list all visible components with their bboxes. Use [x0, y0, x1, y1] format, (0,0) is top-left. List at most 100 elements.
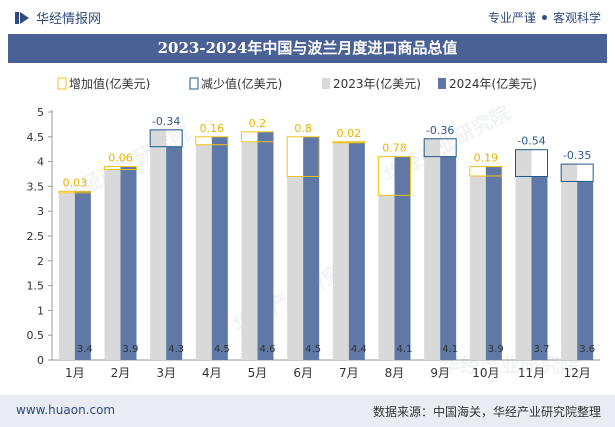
value-label-2024: 4.6	[260, 344, 276, 355]
bar-2024[interactable]	[440, 156, 457, 360]
y-tick-label: 2.5	[27, 230, 45, 243]
brand-logo-icon	[15, 11, 29, 24]
increase-box	[241, 131, 274, 143]
bar-2024[interactable]	[120, 166, 137, 360]
data-source: 数据来源：中国海关，华经产业研究院整理	[372, 405, 601, 419]
value-label-2024: 4.1	[442, 344, 458, 355]
y-tick-label: 1	[37, 304, 44, 317]
x-tick-label: 8月	[385, 366, 405, 380]
increase-box	[286, 136, 320, 177]
y-tick-label: 3	[37, 205, 44, 218]
increase-box	[104, 166, 137, 171]
legend-label[interactable]: 增加值(亿美元)	[69, 76, 150, 91]
bar-2024[interactable]	[166, 146, 183, 360]
tagline-objective: 客观科学	[552, 11, 601, 25]
brand-name: 华经情报网	[36, 12, 102, 27]
decrease-box	[515, 149, 548, 177]
x-tick-label: 4月	[202, 366, 222, 380]
y-tick-label: 1.5	[27, 280, 45, 293]
value-label-2024: 3.4	[77, 344, 93, 355]
chart-axes: 0 0.5 1 1.5 2 2.5 3 3.5 4 4.5 5	[27, 106, 600, 367]
change-label: 0.03	[63, 176, 88, 189]
change-label: 0.19	[474, 152, 499, 165]
bar-2023[interactable]	[469, 175, 486, 360]
x-tick-label: 6月	[293, 366, 313, 380]
increase-box	[378, 156, 411, 196]
change-label: -0.54	[517, 135, 545, 148]
y-tick-label: 4	[37, 156, 44, 169]
y-tick-label: 5	[37, 106, 44, 119]
x-tick-label: 7月	[339, 366, 359, 380]
chart-labels: 0.03 3.4 1月 0.06 3.9 2月 -0.34 4.3 3月 0.16 4.5 4月 0.2…	[63, 115, 596, 380]
change-label: -0.35	[563, 149, 591, 162]
legend-label[interactable]: 减少值(亿美元)	[201, 76, 282, 91]
change-label: -0.34	[152, 115, 180, 128]
bar-2024[interactable]	[531, 176, 548, 360]
value-label-2024: 3.9	[488, 344, 504, 355]
bar-2023[interactable]	[332, 142, 349, 360]
change-label: 0.16	[200, 122, 225, 135]
legend-swatch[interactable]	[57, 77, 67, 90]
bar-2023[interactable]	[195, 144, 212, 360]
change-label: 0.06	[108, 152, 133, 165]
top-bar: 华经情报网 专业严谨 客观科学	[0, 0, 615, 34]
decrease-box	[560, 163, 594, 182]
bar-2024[interactable]	[485, 166, 502, 360]
bar-2023[interactable]	[287, 176, 304, 360]
y-tick-label: 2	[37, 255, 44, 268]
y-tick-label: 4.5	[27, 131, 45, 144]
y-tick-label: 3.5	[27, 180, 45, 193]
chart-title: 2023-2024年中国与波兰月度进口商品总值	[157, 39, 458, 57]
bar-2023[interactable]	[378, 195, 395, 360]
decrease-box	[149, 129, 183, 148]
bar-2024[interactable]	[303, 136, 320, 360]
bar-2024[interactable]	[257, 131, 274, 360]
bar-2023[interactable]	[424, 138, 441, 360]
bar-2023[interactable]	[150, 129, 167, 360]
x-tick-label: 1月	[65, 366, 85, 380]
change-label: 0.78	[382, 142, 407, 155]
title-bar: 2023-2024年中国与波兰月度进口商品总值	[8, 34, 607, 63]
legend-swatch[interactable]	[189, 77, 199, 90]
legend-swatch[interactable]	[322, 78, 330, 89]
footer: www.huaon.com 数据来源：中国海关，华经产业研究院整理	[0, 395, 615, 427]
bar-2023[interactable]	[241, 141, 258, 360]
x-tick-label: 9月	[430, 366, 450, 380]
value-label-2024: 3.6	[579, 344, 595, 355]
brand[interactable]: 华经情报网	[14, 8, 101, 27]
change-label: 0.8	[294, 122, 312, 135]
value-label-2024: 4.3	[168, 344, 184, 355]
x-tick-label: 11月	[518, 366, 545, 380]
x-tick-label: 12月	[564, 366, 591, 380]
bar-2024[interactable]	[348, 141, 365, 360]
bar-2023[interactable]	[561, 164, 578, 360]
legend-label[interactable]: 2024年(亿美元)	[449, 76, 537, 91]
value-label-2024: 4.4	[351, 344, 367, 355]
bar-2024[interactable]	[394, 156, 411, 360]
value-label-2024: 4.1	[397, 344, 413, 355]
website-link[interactable]: www.huaon.com	[16, 403, 116, 417]
change-label: 0.2	[249, 117, 267, 130]
bar-2024[interactable]	[211, 136, 228, 360]
legend-label[interactable]: 2023年(亿美元)	[333, 76, 421, 91]
chart-legend: 增加值(亿美元) 减少值(亿美元) 2023年(亿美元) 2024年(亿美元)	[57, 76, 537, 91]
bar-chart: 华经产业研究院华经产业研究院华经产业研究院华经产业研究院 00.511.522.…	[27, 76, 600, 380]
bar-2023[interactable]	[58, 192, 75, 360]
bar-2023[interactable]	[104, 169, 121, 360]
x-tick-label: 2月	[111, 366, 131, 380]
value-label-2024: 3.7	[534, 344, 550, 355]
y-tick-label: 0.5	[27, 329, 45, 342]
bar-2024[interactable]	[577, 181, 594, 360]
legend-swatch[interactable]	[438, 78, 446, 89]
change-label: 0.02	[337, 127, 362, 140]
tagline: 专业严谨 客观科学	[488, 9, 601, 26]
separator-dot-icon	[541, 15, 547, 20]
decrease-box	[423, 138, 457, 158]
chart-bars	[58, 129, 594, 360]
value-label-2024: 4.5	[305, 344, 321, 355]
bar-2024[interactable]	[74, 191, 91, 360]
increase-box	[469, 166, 503, 177]
bar-2023[interactable]	[515, 149, 532, 360]
x-tick-label: 10月	[472, 366, 499, 380]
increase-box	[332, 141, 366, 144]
